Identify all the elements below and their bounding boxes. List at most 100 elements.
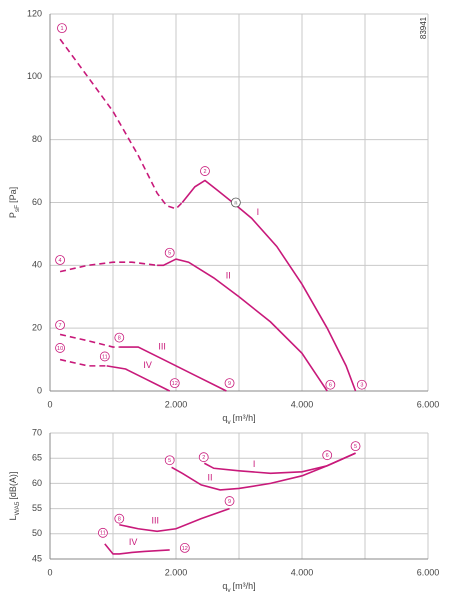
y-tick-label: 70	[32, 427, 42, 437]
y-axis-label-sub: sF	[14, 205, 21, 212]
point-marker-label: 9	[228, 381, 231, 387]
stamp: 83941	[419, 16, 428, 39]
x-tick-label: 0	[47, 567, 52, 577]
curve	[59, 358, 107, 367]
x-tick-label: 4.000	[291, 399, 314, 409]
x-axis-label-unit: [m³/h]	[233, 581, 256, 591]
curve	[181, 179, 357, 392]
x-axis-label-unit: [m³/h]	[233, 413, 256, 423]
x-axis-label-sub: v	[227, 587, 231, 594]
point-marker	[350, 441, 361, 452]
point-marker	[169, 378, 180, 389]
curve	[171, 452, 356, 491]
point-marker	[57, 23, 67, 34]
point-marker-label: 12	[172, 381, 178, 387]
point-marker-label: 7	[59, 323, 62, 329]
y-tick-label: 45	[32, 553, 42, 563]
point-marker	[198, 452, 209, 463]
curve-label: IV	[129, 537, 138, 547]
curve	[104, 543, 170, 555]
y-axis-label-unit: [Pa]	[8, 187, 18, 203]
y-tick-label: 80	[32, 134, 42, 144]
x-tick-label: 6.000	[417, 399, 440, 409]
point-marker	[55, 320, 65, 330]
curve	[119, 346, 227, 392]
y-tick-label: 60	[32, 478, 42, 488]
y-axis-label: PsF [Pa]	[8, 187, 20, 218]
x-axis-label-sub: v	[227, 419, 231, 426]
y-axis-label-sub: WA5	[14, 501, 21, 515]
point-marker	[98, 527, 108, 538]
y-tick-label: 60	[32, 197, 42, 207]
point-marker-label: 1	[60, 26, 63, 32]
point-marker	[114, 332, 125, 343]
curve	[106, 365, 171, 392]
point-marker-label: 5	[168, 251, 171, 257]
curve-label: I	[257, 207, 260, 217]
y-axis-label-main: P	[8, 212, 18, 218]
y-axis-label-main: L	[8, 515, 18, 520]
y-tick-label: 100	[27, 71, 42, 81]
point-marker-label: 2	[202, 455, 205, 461]
point-marker-label: 6	[326, 453, 329, 459]
point-marker	[99, 351, 110, 362]
point-marker-label: n	[234, 200, 237, 206]
y-tick-label: 65	[32, 453, 42, 463]
x-axis-label-main: q	[222, 581, 227, 591]
x-axis-label-main: q	[222, 413, 227, 423]
point-marker-label: 8	[118, 336, 121, 342]
point-marker	[322, 450, 333, 461]
point-marker-label: 3	[360, 383, 363, 389]
curve-label: III	[151, 516, 159, 526]
point-marker	[114, 513, 125, 524]
curve-label: I	[253, 459, 256, 469]
point-marker	[164, 455, 175, 466]
point-marker	[325, 379, 336, 390]
point-marker	[230, 197, 241, 208]
curve	[157, 258, 328, 392]
y-tick-label: 0	[37, 385, 42, 395]
y-axis-label: LWA5[dB(A)]	[8, 472, 20, 521]
y-tick-label: 50	[32, 528, 42, 538]
curve-label: II	[208, 473, 213, 483]
point-marker	[356, 379, 367, 390]
point-marker-label: 11	[100, 531, 106, 537]
y-tick-label: 55	[32, 503, 42, 513]
point-marker	[164, 247, 175, 258]
x-tick-label: 2.000	[165, 567, 188, 577]
point-marker-label: 8	[118, 517, 121, 523]
x-axis-label: qv [m³/h]	[222, 581, 255, 593]
curve	[119, 507, 230, 533]
point-marker	[55, 343, 65, 353]
y-tick-label: 120	[27, 8, 42, 18]
point-marker-label: 5	[168, 458, 171, 464]
x-axis-label: qv [m³/h]	[222, 413, 255, 425]
x-tick-label: 6.000	[417, 567, 440, 577]
curve	[59, 261, 158, 273]
x-tick-label: 0	[47, 399, 52, 409]
point-marker-label: 9	[228, 499, 231, 505]
curve	[59, 333, 120, 348]
x-tick-label: 4.000	[291, 567, 314, 577]
curve-label: III	[158, 341, 166, 351]
point-marker-label: 4	[59, 258, 62, 264]
point-marker	[224, 496, 235, 506]
point-marker-label: 6	[329, 383, 332, 389]
point-marker-label: 2	[203, 169, 206, 175]
point-marker-label: 5	[354, 444, 357, 450]
y-axis-label-unit: [dB(A)]	[8, 472, 18, 500]
point-marker-label: 12	[182, 546, 188, 552]
y-tick-label: 20	[32, 323, 42, 333]
point-marker	[200, 166, 210, 176]
x-tick-label: 2.000	[165, 399, 188, 409]
point-marker-label: 11	[102, 354, 108, 360]
curve-label: IV	[143, 360, 152, 370]
curve-label: II	[226, 270, 231, 280]
y-tick-label: 40	[32, 260, 42, 270]
point-marker	[224, 378, 235, 389]
point-marker-label: 10	[57, 346, 63, 352]
point-marker	[55, 255, 65, 265]
curve	[59, 38, 183, 210]
